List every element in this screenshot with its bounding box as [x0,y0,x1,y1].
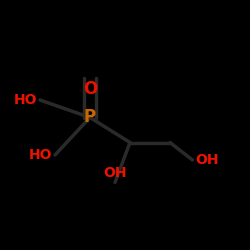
Text: HO: HO [14,93,38,107]
Text: P: P [84,108,96,126]
Text: OH: OH [103,166,127,180]
Text: OH: OH [195,153,218,167]
Text: HO: HO [29,148,52,162]
Text: O: O [83,80,97,98]
